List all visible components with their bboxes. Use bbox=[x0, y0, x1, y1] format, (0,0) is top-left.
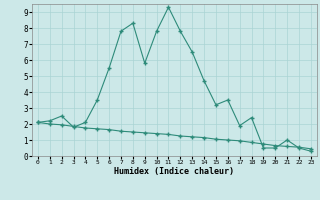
X-axis label: Humidex (Indice chaleur): Humidex (Indice chaleur) bbox=[115, 167, 234, 176]
